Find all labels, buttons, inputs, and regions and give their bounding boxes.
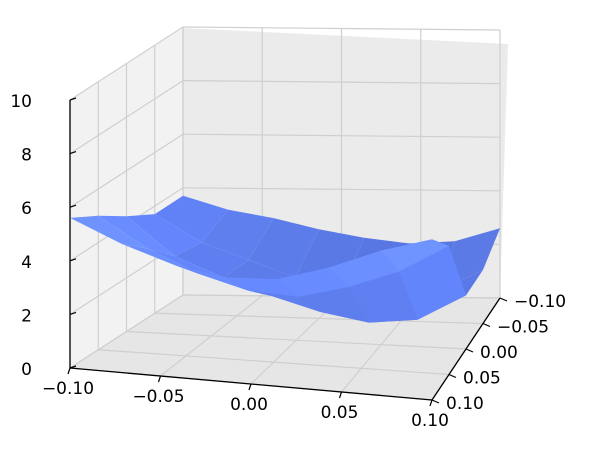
z-tick xyxy=(69,97,77,101)
y-tick xyxy=(482,322,491,328)
x-tick xyxy=(67,367,71,375)
x-tick xyxy=(157,375,162,383)
y-tick-label: −0.10 xyxy=(514,292,566,312)
surface-patch xyxy=(225,277,299,297)
z-left-gridline xyxy=(69,133,184,208)
x-tick xyxy=(338,391,343,399)
y-tick xyxy=(448,373,457,379)
z-back-gridline xyxy=(182,187,501,192)
surface-patch xyxy=(328,250,399,287)
x-tick-label: 0.00 xyxy=(230,395,268,415)
y-floor-gridline xyxy=(98,349,450,376)
z-tick xyxy=(69,311,77,315)
surface-patch xyxy=(380,239,449,272)
surface-patch xyxy=(348,271,418,323)
y-floor-gridline xyxy=(154,312,484,325)
surface-patch xyxy=(154,195,229,243)
surface-patch xyxy=(98,215,175,257)
y-tick-label: 0.10 xyxy=(446,394,484,414)
surface xyxy=(70,195,500,323)
y-tick xyxy=(465,348,474,353)
y-tick-label: −0.05 xyxy=(497,318,549,338)
z-tick-label: 2 xyxy=(21,306,32,326)
x-tick xyxy=(429,399,433,407)
z-left-gridline xyxy=(69,80,184,155)
surface-patch xyxy=(148,248,224,278)
z-back-gridline xyxy=(182,133,501,138)
y-floor-gridline xyxy=(126,330,467,350)
surface-patch xyxy=(175,242,249,278)
z-tick xyxy=(69,151,77,155)
y-tick-label: 0.05 xyxy=(463,369,501,389)
x-tick-label: 0.05 xyxy=(321,403,359,423)
axes-panes xyxy=(70,28,508,400)
x-tick-label: −0.05 xyxy=(132,387,184,407)
z-tick xyxy=(69,365,77,369)
x-tick-label: 0.10 xyxy=(411,411,449,431)
y-tick-label: 0.00 xyxy=(480,343,518,363)
z-tick-label: 4 xyxy=(21,253,32,273)
tick-labels: −0.10 −0.05 0.00 0.05 0.10 −0.10 −0.05 0.00 0.05… xyxy=(10,92,566,431)
surface-patch xyxy=(201,209,274,260)
z-tick-label: 10 xyxy=(10,92,32,112)
x-tick xyxy=(248,383,252,391)
y-tick xyxy=(499,297,508,302)
surface-patch xyxy=(126,214,202,257)
z-tick-label: 0 xyxy=(21,360,32,380)
surface-patch xyxy=(398,245,466,320)
z-left-gridline xyxy=(69,294,184,369)
surface-patch xyxy=(298,287,369,323)
y-tick xyxy=(431,399,440,404)
z-tick-label: 8 xyxy=(21,146,32,166)
surface-patch xyxy=(276,267,349,297)
surface-patch xyxy=(173,264,249,291)
z-back-gridline xyxy=(182,26,501,31)
surface-patch xyxy=(70,215,149,249)
x-tick-label: −0.10 xyxy=(42,379,94,399)
surface-patch xyxy=(248,218,319,278)
ticks xyxy=(67,97,508,407)
z-left-gridline xyxy=(69,26,184,101)
z-tick xyxy=(69,258,77,262)
z-back-gridline xyxy=(182,80,501,85)
z-tick-label: 6 xyxy=(21,199,32,219)
z-tick xyxy=(69,204,77,208)
